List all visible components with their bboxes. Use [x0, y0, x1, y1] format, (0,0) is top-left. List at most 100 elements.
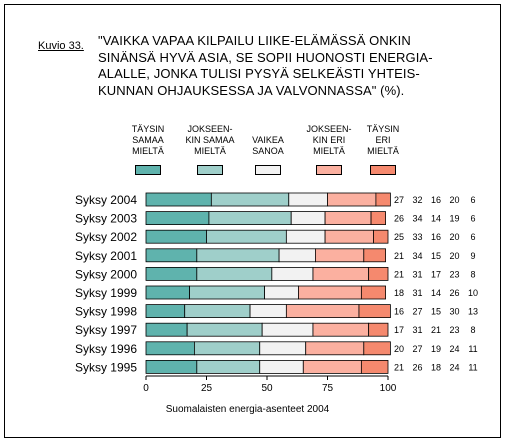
data-label: 31 [412, 269, 422, 279]
data-label: 31 [412, 288, 422, 298]
data-label: 11 [468, 344, 477, 354]
bar-segment [145, 211, 210, 226]
bar-segment [196, 266, 273, 281]
data-label: 6 [470, 214, 475, 224]
legend-swatch-vaikea-sanoa [255, 165, 281, 175]
data-label: 20 [449, 195, 459, 205]
data-label: 24 [449, 362, 459, 372]
title-line: KUNNAN OHJAUKSESSA JA VALVONNASSA" (%). [98, 82, 405, 98]
data-label: 16 [394, 307, 404, 317]
bar-segment [259, 359, 304, 374]
data-label: 10 [468, 288, 478, 298]
bar-segment [145, 359, 198, 374]
x-tick-label: 75 [322, 383, 334, 394]
data-label: 34 [412, 251, 422, 261]
category-label: Syksy 2003 [75, 212, 137, 226]
bar-segment [145, 304, 186, 319]
bar-segment [210, 192, 290, 207]
bar-segment [145, 341, 195, 356]
source-caption: Suomalaisten energia-asenteet 2004 [165, 404, 330, 415]
data-label: 19 [449, 214, 459, 224]
data-label: 18 [431, 362, 441, 372]
bar-segment [264, 285, 299, 300]
bar-segment [145, 285, 190, 300]
data-label: 15 [431, 307, 441, 317]
bar-segment [206, 229, 287, 244]
data-label: 26 [394, 214, 404, 224]
bar-segment [290, 211, 326, 226]
category-label: Syksy 2002 [75, 230, 137, 244]
data-label: 6 [470, 232, 475, 242]
data-label: 14 [431, 288, 441, 298]
data-label: 30 [449, 307, 459, 317]
data-label: 27 [412, 344, 422, 354]
category-label: Syksy 2004 [75, 193, 137, 207]
data-label: 34 [412, 214, 422, 224]
title-line: "VAIKKA VAPAA KILPAILU LIIKE-ELÄMÄSSÄ ON… [98, 33, 411, 48]
data-label: 17 [431, 269, 441, 279]
figure-label: Kuvio 33. [38, 40, 84, 52]
data-label: 16 [431, 232, 441, 242]
data-label: 16 [431, 195, 441, 205]
category-label: Syksy 1996 [75, 342, 137, 356]
data-label: 9 [470, 251, 475, 261]
bar-segment [145, 248, 198, 263]
category-label: Syksy 1999 [75, 286, 137, 300]
data-label: 8 [470, 269, 475, 279]
data-label: 11 [468, 362, 477, 372]
category-label: Syksy 2001 [75, 249, 137, 263]
bar-segment [368, 322, 389, 337]
data-label: 21 [394, 251, 404, 261]
title-line: SINÄNSÄ HYVÄ ASIA, SE SOPII HUONOSTI ENE… [98, 49, 433, 65]
bar-segment [288, 192, 328, 207]
x-tick-label: 0 [143, 383, 149, 394]
data-label: 21 [394, 362, 404, 372]
data-label: 33 [412, 232, 422, 242]
legend-swatch-taysin-samaa [135, 165, 161, 175]
category-label: Syksy 1997 [75, 323, 137, 337]
legend-swatch-jokseenkin-eri [316, 165, 342, 175]
data-label: 15 [431, 251, 441, 261]
bar-segment [360, 359, 389, 374]
data-label: 27 [394, 195, 404, 205]
data-label: 31 [412, 325, 422, 335]
legend-swatch-jokseenkin-samaa [197, 165, 223, 175]
data-label: 6 [470, 195, 475, 205]
category-label: Syksy 1995 [75, 360, 137, 374]
bar-segment [324, 211, 372, 226]
x-tick-label: 100 [380, 383, 397, 394]
data-label: 21 [431, 325, 441, 335]
title-line: ALALLE, JONKA TULISI PYSYÄ SELKEÄSTI YHT… [98, 66, 420, 81]
bar-segment [302, 359, 362, 374]
data-label: 18 [394, 288, 404, 298]
data-label: 25 [394, 232, 404, 242]
bar-segment [363, 341, 391, 356]
bar-segment [145, 266, 198, 281]
data-label: 17 [394, 325, 404, 335]
data-label: 13 [468, 307, 478, 317]
bar-segment [261, 322, 314, 337]
bar-segment [196, 359, 261, 374]
data-label: 23 [449, 325, 459, 335]
bar-segment [186, 322, 263, 337]
bar-segment [285, 304, 360, 319]
bar-segment [193, 341, 261, 356]
bar-segment [324, 229, 374, 244]
bar-segment [145, 229, 207, 244]
data-label: 8 [470, 325, 475, 335]
data-label: 21 [394, 269, 404, 279]
bar-segment [196, 248, 280, 263]
data-label: 32 [412, 195, 422, 205]
bar-segment [145, 322, 188, 337]
legend-label-taysin-eri: TÄYSIN ERI MIELTÄ [366, 124, 400, 156]
bar-segment [360, 285, 386, 300]
bar-segment [358, 304, 391, 319]
bar-segment [298, 285, 362, 300]
bar-segment [368, 266, 389, 281]
legend-label-jokseenkin-samaa: JOKSEEN- KIN SAMAA MIELTÄ [185, 124, 235, 156]
legend-label-vaikea-sanoa: VAIKEA SANOA [252, 135, 284, 156]
data-label: 23 [449, 269, 459, 279]
x-tick-label: 50 [261, 383, 273, 394]
bar-segment [189, 285, 265, 300]
